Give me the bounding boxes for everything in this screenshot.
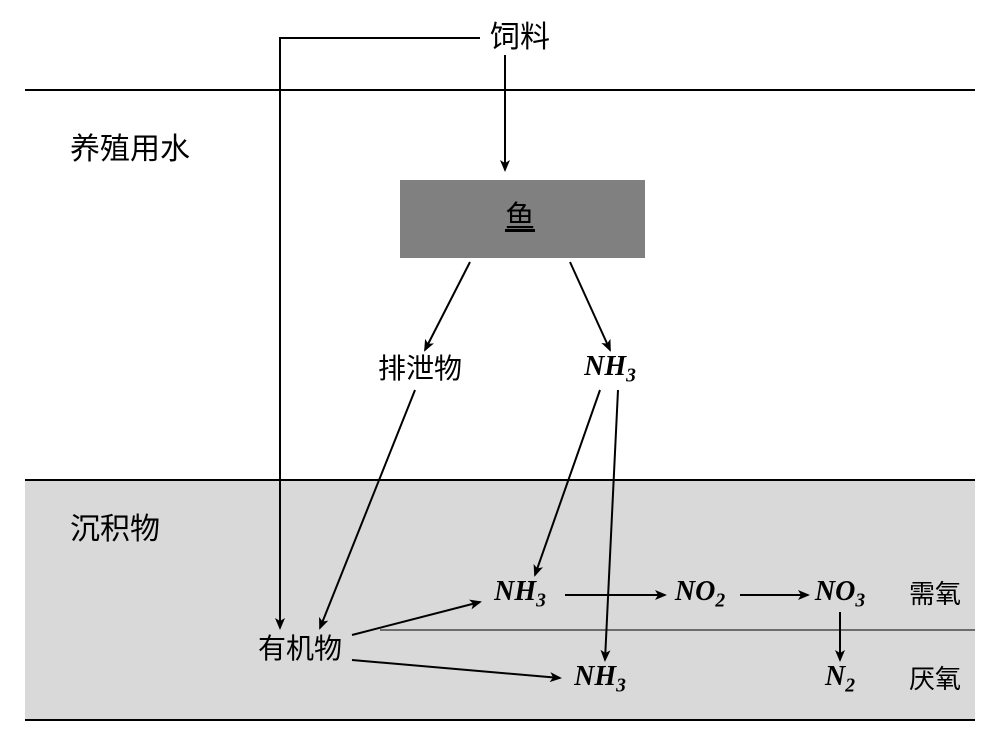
node-n2-sub: 2 <box>845 676 855 697</box>
node-anaerobic: 厌氧 <box>909 667 961 693</box>
node-fish: 鱼 <box>505 203 535 233</box>
node-nh3_ana-text: NH <box>574 661 616 692</box>
diagram-stage: 饲料养殖用水鱼排泄物NH3沉积物有机物NH3NO2NO3需氧NH3N2厌氧 <box>0 0 1000 733</box>
node-n2-text: N <box>825 661 845 692</box>
arrow-fish_to_excreta <box>425 262 470 350</box>
node-no2: NO2 <box>675 578 725 611</box>
node-no2-text: NO <box>675 576 715 607</box>
node-nh3_aer-text: NH <box>494 576 536 607</box>
node-no3-sub: 3 <box>855 591 865 612</box>
node-nh3_aer-sub: 3 <box>536 591 546 612</box>
node-water_lbl: 养殖用水 <box>70 135 190 165</box>
node-n2: N2 <box>825 663 855 696</box>
node-nh3_ana: NH3 <box>574 663 626 696</box>
arrow-fish_to_nh3w <box>570 262 610 350</box>
node-nh3_water-text: NH <box>584 351 626 382</box>
node-nh3_water: NH3 <box>584 353 636 386</box>
node-no3: NO3 <box>815 578 865 611</box>
node-sed_lbl: 沉积物 <box>70 515 160 545</box>
node-organic: 有机物 <box>258 636 342 664</box>
node-nh3_aer: NH3 <box>494 578 546 611</box>
node-excreta: 排泄物 <box>378 356 462 384</box>
node-aerobic: 需氧 <box>909 582 961 608</box>
node-nh3_ana-sub: 3 <box>616 676 626 697</box>
node-no3-text: NO <box>815 576 855 607</box>
node-no2-sub: 2 <box>715 591 725 612</box>
node-feed: 饲料 <box>490 23 550 53</box>
node-nh3_water-sub: 3 <box>626 366 636 387</box>
